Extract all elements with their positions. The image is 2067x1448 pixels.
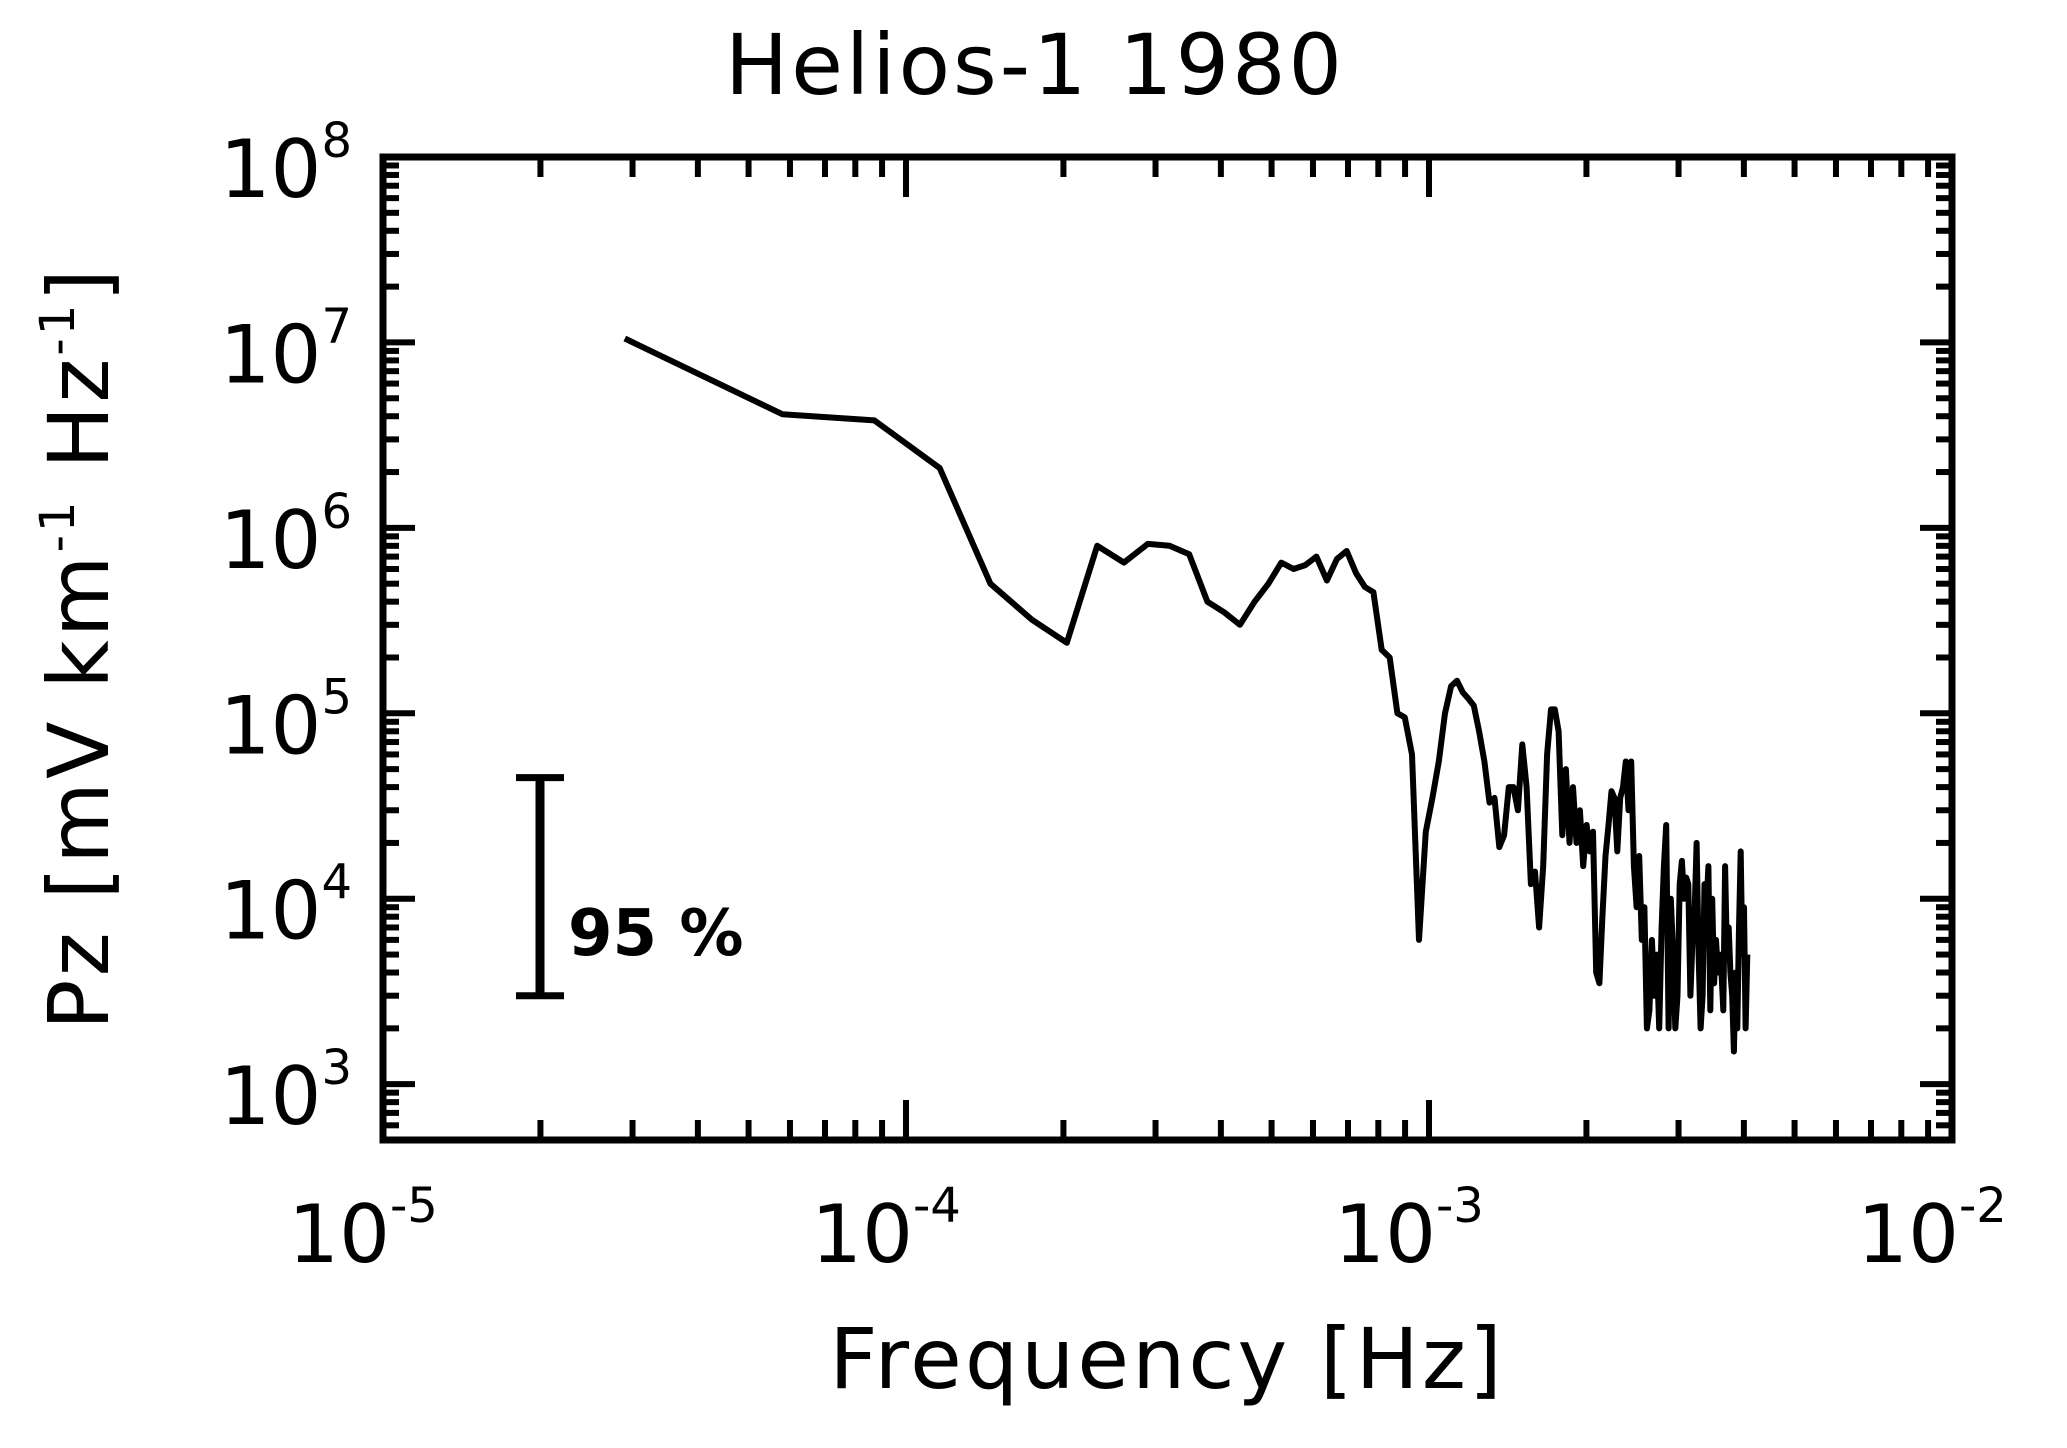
y-axis-label-main: Pz [mV km — [30, 552, 128, 1030]
y-tick-label: 107 — [220, 298, 352, 401]
x-tick-label: 10-3 — [1334, 1178, 1484, 1281]
confidence-label: 95 % — [568, 897, 743, 971]
y-axis-label: Pz [mV km-1 Hz-1] — [30, 266, 128, 1030]
x-tick-label: 10-5 — [288, 1178, 438, 1281]
chart-title: Helios-1 1980 — [725, 16, 1345, 114]
x-tick-label: 10-4 — [811, 1178, 961, 1281]
x-tick-labels: 10-5 10-4 10-3 10-2 — [288, 1178, 2007, 1281]
axis-ticks — [380, 154, 1955, 1143]
series-line — [623, 335, 1751, 1055]
confidence-error-bar — [516, 774, 564, 1000]
y-tick-label: 104 — [220, 855, 352, 958]
y-tick-label: 103 — [220, 1040, 352, 1143]
x-tick-label: 10-2 — [1857, 1178, 2007, 1281]
y-axis-label-mid: Hz — [30, 356, 128, 499]
y-tick-labels: 103 104 105 106 107 108 — [220, 113, 352, 1143]
y-axis-label-end: ] — [30, 266, 128, 302]
y-axis-label-exp1: -1 — [30, 499, 86, 553]
y-tick-label: 108 — [220, 113, 352, 216]
y-axis-label-exp2: -1 — [30, 302, 86, 356]
plot-frame — [379, 153, 1956, 1144]
y-tick-label: 105 — [220, 669, 352, 772]
x-axis-label: Frequency [Hz] — [829, 1310, 1504, 1408]
series-points — [625, 338, 1748, 1051]
y-tick-label: 106 — [220, 484, 352, 587]
